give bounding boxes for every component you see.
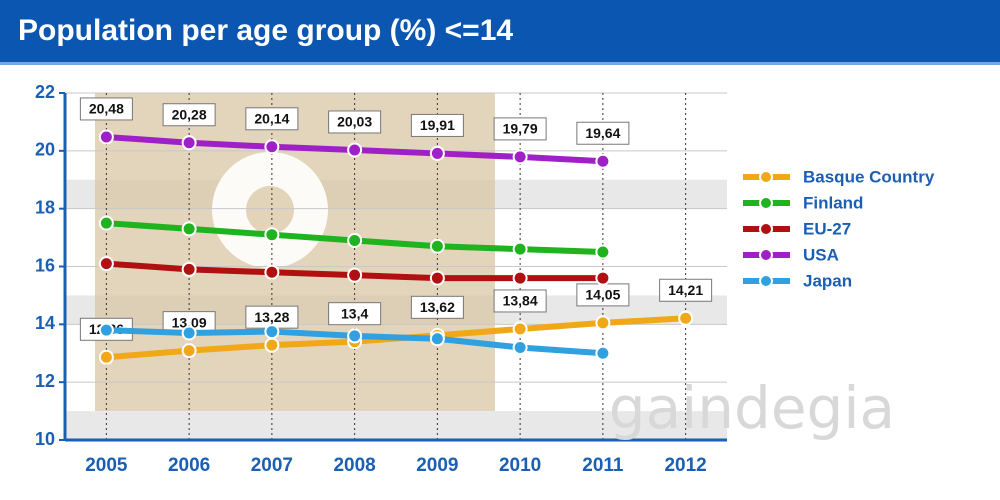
chart-title: Population per age group (%) <=14 <box>18 14 513 47</box>
value-label: 20,03 <box>337 114 372 130</box>
value-label: 14,05 <box>585 287 620 303</box>
value-label-box <box>493 289 547 313</box>
point <box>181 343 197 359</box>
logo-ring-inner <box>246 186 294 234</box>
point <box>595 315 611 331</box>
point <box>98 322 114 338</box>
point <box>595 270 611 286</box>
x-tick-label: 2011 <box>582 455 624 476</box>
point <box>595 244 611 260</box>
value-label: 13,84 <box>503 293 538 309</box>
point <box>429 270 445 286</box>
value-label-box <box>410 113 464 137</box>
y-tick-label: 16 <box>35 255 55 275</box>
point <box>347 267 363 283</box>
legend-label: Basque Country <box>803 167 935 186</box>
value-label: 20,14 <box>254 110 289 126</box>
point <box>98 349 114 365</box>
y-tick-label: 12 <box>35 371 55 391</box>
legend-label: Finland <box>803 193 863 212</box>
legend-dot <box>759 274 773 288</box>
value-label-box <box>79 97 133 121</box>
y-tick-label: 22 <box>35 82 55 102</box>
point <box>181 135 197 151</box>
point <box>181 325 197 341</box>
value-label-box <box>410 295 464 319</box>
point <box>264 324 280 340</box>
x-tick-label: 2008 <box>333 455 375 476</box>
value-label-box <box>328 110 382 134</box>
point <box>347 142 363 158</box>
legend-dot <box>759 196 773 210</box>
point <box>98 129 114 145</box>
x-tick-label: 2012 <box>664 455 706 476</box>
value-label: 19,79 <box>503 121 538 137</box>
point <box>595 153 611 169</box>
point <box>347 328 363 344</box>
value-label-box <box>576 121 630 145</box>
x-tick-label: 2005 <box>85 455 128 476</box>
value-label: 14,21 <box>668 282 703 298</box>
point <box>181 261 197 277</box>
point <box>264 264 280 280</box>
legend-dot <box>759 170 773 184</box>
value-label: 20,28 <box>172 106 207 122</box>
y-tick-label: 14 <box>35 313 55 333</box>
y-tick-label: 18 <box>35 197 55 217</box>
point <box>347 232 363 248</box>
legend-label: Japan <box>803 271 852 290</box>
value-label-box <box>162 103 216 127</box>
value-label-box <box>328 302 382 326</box>
y-tick-label: 20 <box>35 140 55 160</box>
point <box>429 145 445 161</box>
point <box>512 270 528 286</box>
value-label-box <box>493 117 547 141</box>
legend-dot <box>759 248 773 262</box>
point <box>98 215 114 231</box>
value-label: 13,4 <box>341 305 368 321</box>
point <box>512 149 528 165</box>
x-tick-label: 2010 <box>499 455 541 476</box>
x-tick-label: 2007 <box>251 455 293 476</box>
value-label: 13,09 <box>172 314 207 330</box>
title-bar <box>0 0 1000 62</box>
point <box>595 345 611 361</box>
point <box>429 331 445 347</box>
value-label-box <box>245 107 299 131</box>
point <box>264 337 280 353</box>
point <box>181 221 197 237</box>
y-tick-label: 10 <box>35 429 55 449</box>
value-label: 19,91 <box>420 117 455 133</box>
point <box>512 339 528 355</box>
value-label: 13,28 <box>254 309 289 325</box>
value-label-box <box>659 278 713 302</box>
value-label: 20,48 <box>89 101 124 117</box>
title-bar-edge <box>0 62 1000 65</box>
point <box>98 256 114 272</box>
point <box>678 310 694 326</box>
x-tick-label: 2006 <box>168 455 210 476</box>
watermark: gaindegia <box>609 374 895 442</box>
legend-dot <box>759 222 773 236</box>
point <box>264 227 280 243</box>
point <box>512 241 528 257</box>
x-tick-label: 2009 <box>416 455 458 476</box>
grid-band <box>65 411 727 440</box>
value-label: 19,64 <box>585 125 620 141</box>
legend-label: USA <box>803 245 839 264</box>
point <box>264 139 280 155</box>
point <box>429 238 445 254</box>
legend-label: EU-27 <box>803 219 851 238</box>
value-label: 13,62 <box>420 299 455 315</box>
point <box>512 321 528 337</box>
